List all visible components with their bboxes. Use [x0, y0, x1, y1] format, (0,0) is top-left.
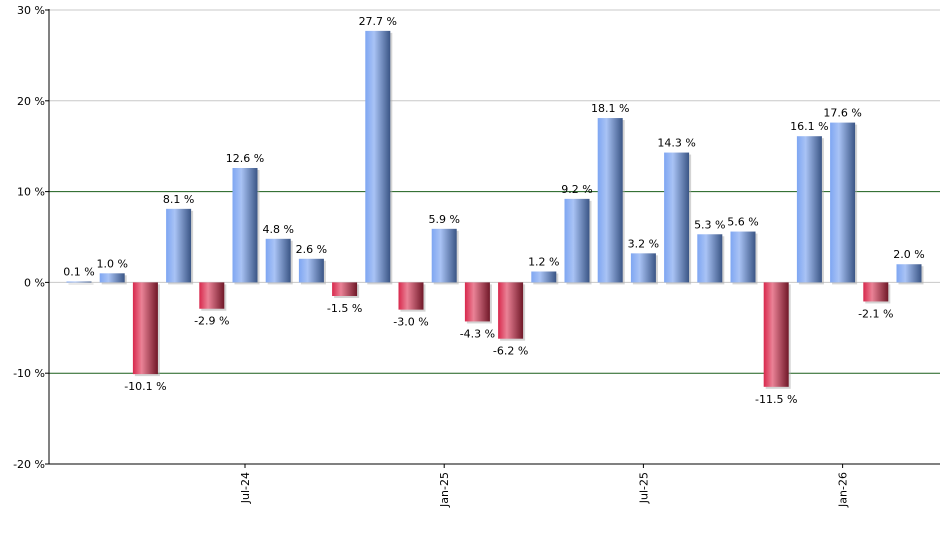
bar: [630, 253, 656, 283]
data-label: -6.2 %: [493, 345, 528, 358]
data-label: -11.5 %: [755, 393, 797, 406]
data-label: 5.6 %: [727, 216, 758, 229]
x-tick-label: Jan-26: [837, 472, 850, 508]
x-tick-label: Jan-25: [438, 472, 451, 508]
data-label: -2.9 %: [194, 315, 229, 328]
y-tick-label: 0 %: [24, 276, 45, 289]
y-tick-label: 20 %: [17, 95, 45, 108]
bar: [531, 271, 557, 283]
bar: [763, 282, 789, 387]
data-label: 16.1 %: [790, 120, 828, 133]
bar: [298, 258, 324, 283]
bar: [332, 282, 358, 297]
data-label: -2.1 %: [858, 307, 893, 320]
bar: [730, 231, 756, 283]
bar: [896, 264, 922, 283]
bar: [232, 167, 258, 283]
bar: [863, 282, 889, 302]
bar-shadow: [68, 283, 94, 285]
y-tick-label: 10 %: [17, 186, 45, 199]
data-label: 5.3 %: [694, 218, 725, 231]
data-label: 12.6 %: [226, 152, 264, 165]
bar: [132, 282, 158, 375]
bar: [99, 273, 125, 283]
data-label: 1.2 %: [528, 256, 559, 269]
x-tick-label: Jul-24: [239, 472, 252, 504]
bar: [166, 208, 192, 283]
bar: [498, 282, 524, 339]
y-tick-label: 30 %: [17, 4, 45, 17]
y-tick-label: -20 %: [13, 458, 45, 471]
bar: [431, 228, 457, 283]
data-label: 9.2 %: [561, 183, 592, 196]
data-label: 3.2 %: [628, 237, 659, 250]
data-label: -4.3 %: [460, 327, 495, 340]
bar: [796, 136, 822, 283]
data-label: 1.0 %: [96, 257, 127, 270]
bar: [664, 152, 690, 283]
data-label: 4.8 %: [262, 223, 293, 236]
bar: [66, 281, 92, 283]
data-label: -10.1 %: [124, 380, 166, 393]
data-label: 2.6 %: [296, 243, 327, 256]
bar: [464, 282, 490, 322]
data-label: 0.1 %: [63, 265, 94, 278]
data-label: 18.1 %: [591, 102, 629, 115]
data-label: -3.0 %: [393, 316, 428, 329]
bar: [365, 30, 391, 283]
data-label: 17.6 %: [823, 107, 861, 120]
x-tick-label: Jul-25: [637, 472, 650, 504]
bar: [597, 118, 623, 283]
bar: [398, 282, 424, 310]
bar: [265, 238, 291, 283]
data-label: 2.0 %: [893, 248, 924, 261]
data-label: -1.5 %: [327, 302, 362, 315]
data-label: 14.3 %: [657, 137, 695, 150]
data-label: 27.7 %: [359, 15, 397, 28]
bar: [564, 198, 590, 283]
data-label: 5.9 %: [428, 213, 459, 226]
bar: [697, 234, 723, 283]
bar: [830, 122, 856, 283]
data-label: 8.1 %: [163, 193, 194, 206]
bar: [199, 282, 225, 309]
y-tick-label: -10 %: [13, 367, 45, 380]
